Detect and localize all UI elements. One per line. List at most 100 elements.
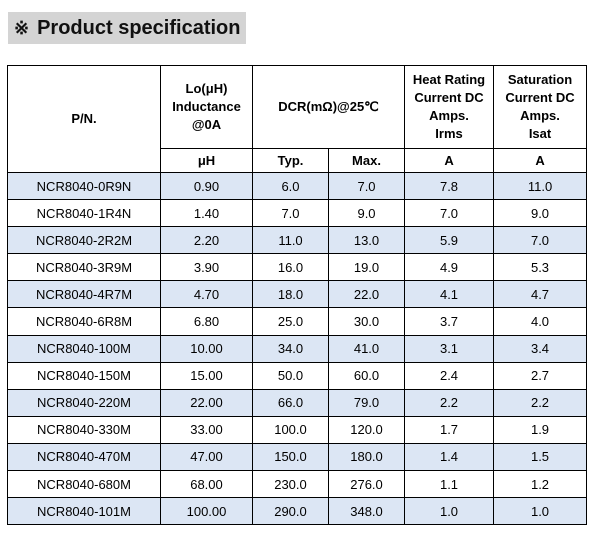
cell-dcr-max: 276.0 [327, 470, 406, 499]
cell-isat: 1.5 [493, 442, 588, 472]
cell-isat: 1.0 [493, 497, 588, 526]
cell-irms: 1.1 [404, 470, 495, 499]
unit-dcr-max: Max. [327, 148, 406, 173]
cell-dcr-max: 41.0 [327, 334, 406, 363]
cell-inductance: 0.90 [160, 171, 253, 201]
table-row: NCR8040-2R2M 2.20 11.0 13.0 5.9 7.0 [7, 226, 588, 255]
table-row: NCR8040-1R4N 1.40 7.0 9.0 7.0 9.0 [7, 199, 588, 228]
table-row: NCR8040-3R9M 3.90 16.0 19.0 4.9 5.3 [7, 253, 588, 282]
table-row: NCR8040-470M 47.00 150.0 180.0 1.4 1.5 [7, 442, 588, 472]
reference-mark-icon: ※ [14, 17, 30, 38]
cell-pn: NCR8040-330M [7, 415, 161, 444]
cell-isat: 1.2 [493, 470, 588, 499]
cell-pn: NCR8040-0R9N [7, 171, 161, 201]
header-dcr: DCR(mΩ)@25℃ [251, 65, 406, 149]
header-inductance: Lo(μH) Inductance @0A [160, 65, 253, 149]
cell-dcr-typ: 100.0 [252, 415, 329, 444]
header-sat-line: Isat [528, 126, 552, 141]
cell-irms: 1.7 [404, 415, 495, 444]
header-inductance-line: Lo(μH) [185, 81, 228, 96]
cell-irms: 4.9 [404, 253, 495, 282]
cell-irms: 1.4 [404, 442, 495, 472]
cell-pn: NCR8040-6R8M [7, 307, 161, 336]
cell-pn: NCR8040-470M [7, 442, 161, 472]
cell-irms: 3.7 [404, 307, 495, 336]
cell-isat: 9.0 [493, 199, 588, 228]
header-sat-line: Amps. [520, 108, 560, 123]
cell-dcr-typ: 34.0 [252, 334, 329, 363]
cell-isat: 4.0 [493, 307, 588, 336]
header-row: P/N. Lo(μH) Inductance @0A DCR(mΩ)@25℃ H… [7, 65, 588, 173]
cell-pn: NCR8040-220M [7, 388, 161, 417]
header-inductance-line: @0A [191, 117, 222, 132]
cell-dcr-max: 22.0 [327, 280, 406, 309]
cell-pn: NCR8040-2R2M [7, 226, 161, 255]
cell-irms: 7.8 [404, 171, 495, 201]
table-row: NCR8040-220M 22.00 66.0 79.0 2.2 2.2 [7, 388, 588, 417]
cell-inductance: 68.00 [160, 470, 253, 499]
table-row: NCR8040-680M 68.00 230.0 276.0 1.1 1.2 [7, 470, 588, 499]
table-row: NCR8040-101M 100.00 290.0 348.0 1.0 1.0 [7, 497, 588, 526]
header-pn: P/N. [7, 65, 161, 173]
cell-inductance: 3.90 [160, 253, 253, 282]
header-saturation: Saturation Current DC Amps. Isat [493, 65, 588, 149]
header-heat-rating: Heat Rating Current DC Amps. Irms [404, 65, 495, 149]
product-spec-table: P/N. Lo(μH) Inductance @0A DCR(mΩ)@25℃ H… [7, 65, 588, 526]
cell-dcr-max: 79.0 [327, 388, 406, 417]
unit-inductance: μH [160, 148, 253, 173]
cell-pn: NCR8040-101M [7, 497, 161, 526]
cell-inductance: 2.20 [160, 226, 253, 255]
cell-isat: 7.0 [493, 226, 588, 255]
cell-isat: 11.0 [493, 171, 588, 201]
cell-inductance: 33.00 [160, 415, 253, 444]
cell-pn: NCR8040-3R9M [7, 253, 161, 282]
cell-dcr-max: 13.0 [327, 226, 406, 255]
cell-dcr-max: 19.0 [327, 253, 406, 282]
cell-dcr-typ: 150.0 [252, 442, 329, 472]
cell-dcr-typ: 11.0 [252, 226, 329, 255]
cell-dcr-typ: 230.0 [252, 470, 329, 499]
cell-dcr-max: 348.0 [327, 497, 406, 526]
table-row: NCR8040-6R8M 6.80 25.0 30.0 3.7 4.0 [7, 307, 588, 336]
section-title-text: Product specification [37, 16, 241, 39]
header-heat-line: Heat Rating [412, 72, 486, 87]
cell-inductance: 47.00 [160, 442, 253, 472]
units-row: μH Typ. Max. A A [8, 148, 588, 173]
cell-pn: NCR8040-4R7M [7, 280, 161, 309]
unit-sat: A [493, 148, 588, 173]
cell-isat: 2.2 [493, 388, 588, 417]
unit-dcr-typ: Typ. [252, 148, 329, 173]
cell-irms: 5.9 [404, 226, 495, 255]
cell-dcr-max: 120.0 [327, 415, 406, 444]
cell-inductance: 1.40 [160, 199, 253, 228]
cell-pn: NCR8040-150M [7, 361, 161, 390]
cell-inductance: 6.80 [160, 307, 253, 336]
cell-dcr-typ: 16.0 [252, 253, 329, 282]
cell-isat: 5.3 [493, 253, 588, 282]
table-row: NCR8040-0R9N 0.90 6.0 7.0 7.8 11.0 [7, 171, 588, 201]
cell-isat: 1.9 [493, 415, 588, 444]
table-row: NCR8040-4R7M 4.70 18.0 22.0 4.1 4.7 [7, 280, 588, 309]
cell-irms: 3.1 [404, 334, 495, 363]
cell-dcr-max: 60.0 [327, 361, 406, 390]
cell-inductance: 10.00 [160, 334, 253, 363]
cell-dcr-typ: 290.0 [252, 497, 329, 526]
cell-isat: 2.7 [493, 361, 588, 390]
cell-pn: NCR8040-680M [7, 470, 161, 499]
header-heat-line: Irms [435, 126, 463, 141]
cell-irms: 7.0 [404, 199, 495, 228]
cell-dcr-max: 180.0 [327, 442, 406, 472]
cell-dcr-typ: 7.0 [252, 199, 329, 228]
cell-isat: 4.7 [493, 280, 588, 309]
cell-inductance: 22.00 [160, 388, 253, 417]
cell-irms: 1.0 [404, 497, 495, 526]
cell-irms: 4.1 [404, 280, 495, 309]
cell-dcr-typ: 6.0 [252, 171, 329, 201]
cell-inductance: 4.70 [160, 280, 253, 309]
header-sat-line: Current DC [505, 90, 575, 105]
table-row: NCR8040-150M 15.00 50.0 60.0 2.4 2.7 [7, 361, 588, 390]
cell-pn: NCR8040-100M [7, 334, 161, 363]
header-inductance-line: Inductance [172, 99, 241, 114]
unit-heat: A [404, 148, 495, 173]
cell-dcr-typ: 18.0 [252, 280, 329, 309]
